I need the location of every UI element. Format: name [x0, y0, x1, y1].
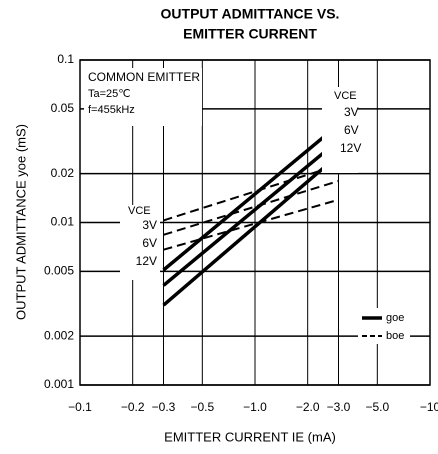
x-tick-label: −5.0 — [365, 400, 389, 414]
x-tick-label: −0.5 — [190, 400, 214, 414]
vce-label: VCE — [334, 90, 357, 102]
series-line — [163, 164, 339, 222]
y-axis-label: OUTPUT ADMITTANCE yoe (mS) — [13, 124, 28, 320]
annotation: Ta=25℃ — [88, 88, 131, 100]
y-tick-label: 0.001 — [44, 377, 74, 391]
x-tick-label: −0.2 — [121, 400, 145, 414]
label-bg — [322, 87, 358, 173]
x-tick-label: −1.0 — [243, 400, 267, 414]
annotation: COMMON EMITTER — [88, 70, 200, 84]
y-tick-label: 0.1 — [57, 52, 74, 66]
series-line — [163, 198, 339, 251]
x-tick-label: −2.0 — [296, 400, 320, 414]
chart-title: EMITTER CURRENT — [183, 26, 317, 42]
series-label: 12V — [340, 141, 361, 155]
series-label: 6V — [142, 236, 157, 250]
x-tick-label: −3.0 — [327, 400, 351, 414]
series-label: 3V — [344, 105, 359, 119]
y-tick-label: 0.05 — [51, 101, 75, 115]
legend-label: boe — [386, 330, 404, 342]
annotation: f=455kHz — [88, 104, 135, 116]
y-tick-label: 0.01 — [51, 215, 75, 229]
legend-label: goe — [386, 312, 404, 324]
legend-bg — [358, 308, 410, 344]
annotation-box — [84, 68, 202, 126]
series-line — [162, 123, 340, 272]
series-label: 3V — [142, 218, 157, 232]
series-line — [163, 180, 339, 236]
label-bg — [120, 205, 160, 280]
y-tick-label: 0.02 — [51, 166, 75, 180]
series-label: 12V — [136, 254, 157, 268]
series-label: 6V — [344, 123, 359, 137]
series-line — [162, 139, 340, 287]
y-tick-label: 0.005 — [44, 264, 74, 278]
series-line — [162, 153, 340, 307]
x-tick-label: −0.1 — [68, 400, 92, 414]
x-tick-label: −10 — [420, 400, 438, 414]
x-tick-label: −0.3 — [152, 400, 176, 414]
y-tick-label: 0.002 — [44, 328, 74, 342]
vce-label: VCE — [128, 205, 151, 217]
chart-title: OUTPUT ADMITTANCE VS. — [161, 6, 340, 22]
x-axis-label: EMITTER CURRENT IE (mA) — [164, 429, 336, 444]
